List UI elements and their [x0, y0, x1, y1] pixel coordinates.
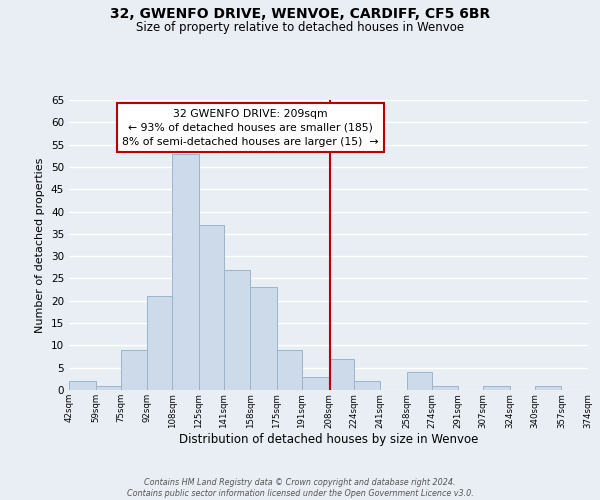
Bar [172, 154, 199, 390]
Bar [353, 381, 380, 390]
Bar [95, 386, 121, 390]
Text: 32, GWENFO DRIVE, WENVOE, CARDIFF, CF5 6BR: 32, GWENFO DRIVE, WENVOE, CARDIFF, CF5 6… [110, 8, 490, 22]
Text: Distribution of detached houses by size in Wenvoe: Distribution of detached houses by size … [179, 432, 478, 446]
Bar [431, 386, 458, 390]
Text: 32 GWENFO DRIVE: 209sqm
← 93% of detached houses are smaller (185)
8% of semi-de: 32 GWENFO DRIVE: 209sqm ← 93% of detache… [122, 108, 379, 146]
Bar [483, 386, 510, 390]
Bar [224, 270, 250, 390]
Bar [302, 376, 329, 390]
Bar [199, 225, 224, 390]
Bar [407, 372, 431, 390]
Text: Contains HM Land Registry data © Crown copyright and database right 2024.
Contai: Contains HM Land Registry data © Crown c… [127, 478, 473, 498]
Y-axis label: Number of detached properties: Number of detached properties [35, 158, 46, 332]
Bar [277, 350, 302, 390]
Bar [329, 359, 353, 390]
Text: Size of property relative to detached houses in Wenvoe: Size of property relative to detached ho… [136, 21, 464, 34]
Bar [121, 350, 147, 390]
Bar [250, 288, 277, 390]
Bar [69, 381, 95, 390]
Bar [535, 386, 562, 390]
Bar [147, 296, 172, 390]
